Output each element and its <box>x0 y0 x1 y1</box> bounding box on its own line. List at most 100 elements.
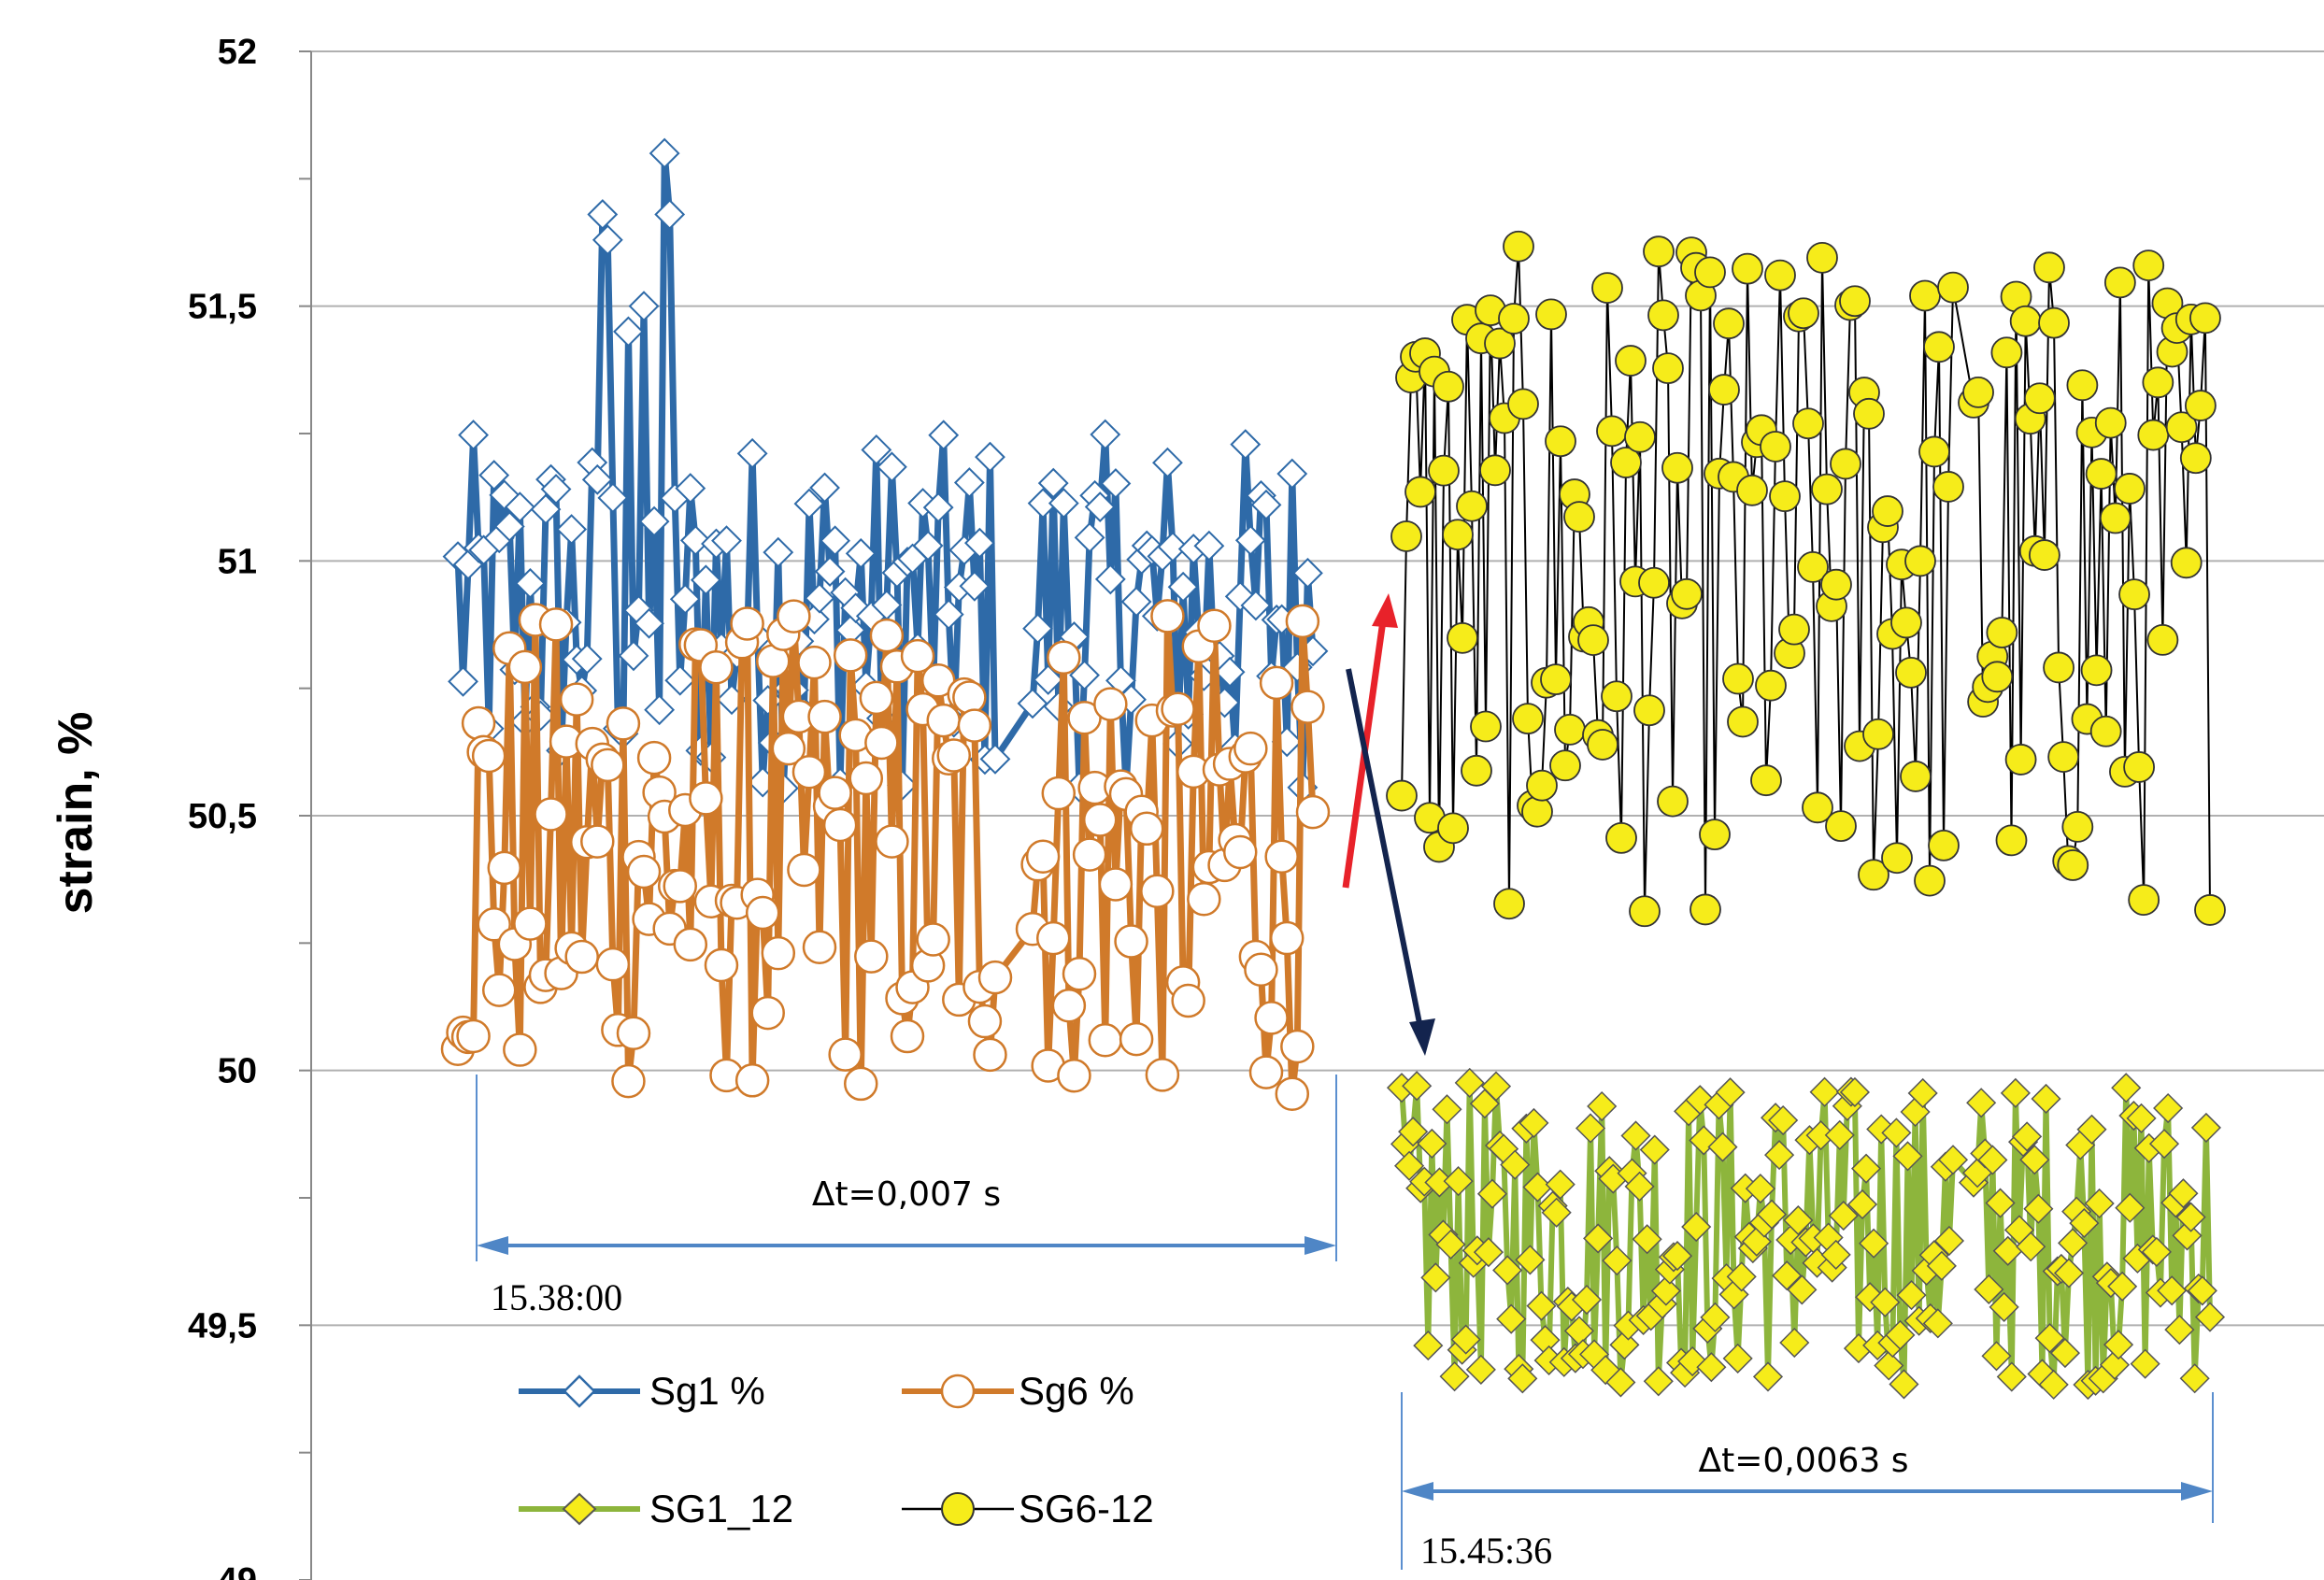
data-point <box>1420 1262 1451 1293</box>
data-point <box>928 420 960 451</box>
data-point <box>1885 1319 1916 1350</box>
data-point <box>1398 1117 1429 1147</box>
data-point <box>2066 369 2099 402</box>
data-point <box>2132 249 2165 281</box>
data-point <box>1025 839 1061 874</box>
data-point <box>2085 458 2117 490</box>
data-point <box>1571 1284 1603 1316</box>
data-point <box>828 1037 863 1072</box>
data-point <box>1417 1128 1447 1160</box>
data-point <box>822 807 858 843</box>
data-point <box>1084 491 1116 522</box>
data-point <box>1726 1261 1757 1292</box>
data-point <box>807 699 842 734</box>
data-point <box>1596 415 1628 448</box>
data-point <box>1248 1055 1284 1089</box>
data-point <box>690 564 721 596</box>
data-point <box>1700 1302 1731 1332</box>
data-point <box>1977 1145 2008 1175</box>
data-point <box>809 472 840 504</box>
data-point <box>1090 419 1121 450</box>
transition-arrows <box>1342 593 1435 1056</box>
data-point <box>1439 1361 1470 1392</box>
data-point <box>1788 297 1819 330</box>
data-point <box>1986 617 2018 648</box>
data-point <box>1881 1117 1912 1148</box>
data-point <box>1214 656 1246 688</box>
data-point <box>513 906 548 941</box>
data-point <box>797 645 832 680</box>
data-point <box>750 995 785 1031</box>
data-point <box>761 935 796 971</box>
data-point <box>1643 235 1675 268</box>
data-point <box>1394 1150 1425 1181</box>
data-point <box>1722 662 1754 695</box>
legend-label-sg6-12: SG6-12 <box>1019 1487 1154 1530</box>
data-point <box>2107 1271 2138 1302</box>
data-point <box>1518 1107 1549 1138</box>
data-point <box>1772 1260 1803 1291</box>
data-point <box>1402 1071 1433 1102</box>
data-point <box>1696 1352 1727 1383</box>
data-point <box>2148 1129 2180 1160</box>
legend-item-sg6-12: SG6-12 <box>902 1487 1154 1530</box>
data-point <box>1577 624 1609 657</box>
data-point <box>448 665 478 697</box>
data-point <box>1639 1134 1670 1165</box>
data-point <box>1250 489 1282 520</box>
data-point <box>1171 983 1205 1018</box>
data-point <box>2179 442 2212 475</box>
data-point <box>890 1018 925 1054</box>
data-point <box>1473 1237 1504 1268</box>
data-point <box>1699 818 1731 851</box>
data-point <box>704 947 739 983</box>
data-point <box>1643 1366 1674 1397</box>
data-point <box>1295 794 1331 830</box>
data-point <box>1647 299 1679 332</box>
data-point <box>833 638 868 673</box>
data-point <box>1846 1189 1878 1220</box>
data-point <box>1461 754 1492 787</box>
data-point <box>611 1063 646 1099</box>
data-point <box>818 776 852 810</box>
data-point <box>530 493 562 525</box>
data-point <box>1098 867 1133 902</box>
data-point <box>1895 656 1927 689</box>
data-point <box>1450 1324 1481 1355</box>
data-point <box>1820 568 1852 601</box>
legend: Sg1 % Sg6 % SG1_12 SG6-12 <box>519 1369 1154 1530</box>
data-point <box>1694 256 1726 289</box>
data-point <box>587 199 619 230</box>
data-point <box>1492 1255 1523 1286</box>
data-point <box>2023 1193 2054 1224</box>
data-point <box>634 607 664 639</box>
data-point <box>1922 1308 1953 1339</box>
data-point <box>1033 664 1064 695</box>
data-point <box>1926 1250 1957 1281</box>
data-point <box>1732 252 1763 285</box>
data-point <box>1500 1149 1531 1180</box>
data-point <box>2023 382 2056 415</box>
data-point <box>613 316 644 348</box>
data-point <box>2165 411 2198 444</box>
data-point <box>2043 651 2074 684</box>
data-point <box>2004 744 2037 776</box>
data-point <box>771 731 806 766</box>
data-point <box>1727 705 1759 738</box>
data-point <box>1120 586 1152 618</box>
data-point <box>1989 1291 2019 1322</box>
data-point <box>1515 1245 1546 1275</box>
legend-item-sg1: Sg1 % <box>519 1369 765 1413</box>
data-point <box>1633 694 1665 727</box>
data-point <box>1605 821 1637 854</box>
data-point <box>1264 839 1299 874</box>
data-point <box>556 514 588 545</box>
data-point <box>1907 1077 1938 1109</box>
data-point <box>1890 606 1922 639</box>
data-point <box>1996 1361 2027 1392</box>
data-point <box>461 705 496 741</box>
data-point <box>1792 407 1824 440</box>
data-point <box>1650 1275 1681 1306</box>
legend-label-sg6: Sg6 % <box>1019 1369 1134 1413</box>
data-point <box>1152 447 1183 478</box>
